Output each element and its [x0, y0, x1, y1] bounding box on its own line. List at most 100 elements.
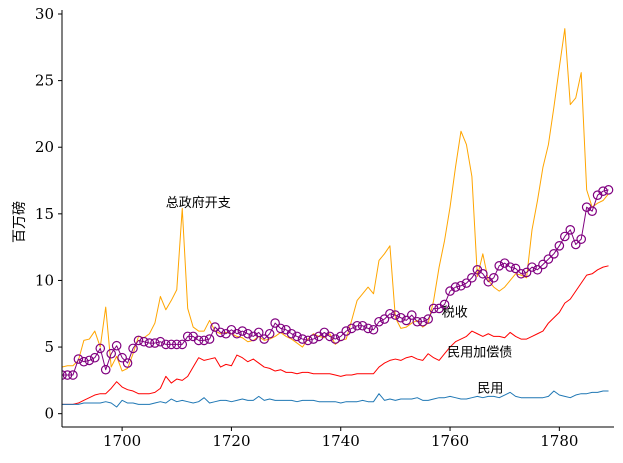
series-1-point: [89, 352, 100, 363]
series-1-point: [543, 254, 554, 264]
series-1-point: [144, 338, 155, 348]
series-1-point: [259, 334, 270, 344]
series-1-point: [406, 310, 417, 320]
series-1-point: [95, 343, 106, 354]
series-1-point: [505, 262, 515, 272]
series-1-point: [598, 186, 608, 196]
series-1-point: [204, 334, 215, 344]
series-1-point: [166, 339, 177, 350]
y-tick-label: 0: [44, 405, 54, 423]
ticks: 1700 1720 1740 1760 1780 0 5 10 15 20 25 30: [35, 5, 579, 450]
y-axis-label: 百万磅: [11, 201, 28, 243]
series-1-point: [297, 334, 308, 344]
series-1-point: [62, 370, 73, 380]
series-1-point: [182, 331, 193, 342]
series-1-point: [139, 336, 149, 347]
series-1-point: [527, 262, 537, 272]
series-1-point: [303, 335, 313, 346]
series-1-point: [450, 282, 461, 292]
series-1-point: [396, 312, 406, 323]
series-1-point: [286, 328, 297, 339]
series-1-point: [516, 268, 526, 279]
series-1-point: [488, 272, 499, 283]
series-1-point: [346, 323, 357, 334]
y-tick-label: 5: [44, 338, 54, 356]
series-1-point: [232, 328, 242, 339]
series-1-point: [439, 299, 450, 310]
series-0-line: [62, 28, 609, 372]
x-tick-label: 1760: [431, 432, 469, 450]
series-1-point: [253, 327, 264, 338]
series-1-point: [352, 320, 362, 331]
y-tick-label: 20: [35, 138, 54, 156]
series-1-point: [128, 343, 138, 354]
series-1-point: [549, 249, 559, 259]
series-1-point: [68, 370, 78, 380]
series-1-point: [100, 364, 111, 375]
series-1-point: [122, 358, 133, 368]
series-1-point: [117, 352, 127, 363]
series-1-point: [171, 339, 182, 350]
series-1-point: [478, 268, 488, 279]
series-1-point: [84, 355, 95, 366]
series-1-point: [603, 185, 614, 195]
series-1-point: [521, 267, 532, 278]
series-1-point: [417, 316, 428, 327]
series-3-line: [62, 390, 609, 408]
series-1-point: [62, 370, 67, 380]
series-1-point: [494, 260, 505, 271]
x-tick-label: 1740: [322, 432, 360, 450]
y-tick-label: 15: [35, 205, 54, 223]
series-1-point: [385, 308, 395, 319]
series-1-point: [363, 323, 373, 334]
series-1-point: [510, 263, 521, 274]
y-tick-label: 30: [35, 5, 54, 23]
plot-lines: [62, 28, 609, 408]
series-1-line: [62, 189, 609, 376]
series-1-point: [423, 314, 433, 324]
x-tick-label: 1720: [212, 432, 250, 450]
series-1-point: [155, 336, 166, 347]
series-1-point: [335, 331, 346, 342]
series-1-point: [150, 338, 160, 348]
series-1-point: [467, 272, 477, 283]
series-1-point: [532, 264, 543, 275]
annotation-label: 税收: [442, 305, 468, 320]
series-1-point: [461, 278, 472, 288]
series-1-point: [374, 316, 384, 327]
series-1-point: [401, 315, 412, 326]
series-1-point: [324, 331, 335, 342]
axes: [61, 10, 614, 428]
series-1-point: [368, 324, 379, 335]
series-1-point: [587, 206, 597, 216]
series-1-point: [565, 225, 576, 235]
x-tick-label: 1700: [103, 432, 141, 450]
series-2-line: [62, 265, 609, 405]
series-1-point: [106, 348, 116, 359]
series-1-point: [428, 303, 439, 314]
plot-markers: [62, 185, 614, 380]
series-1-point: [554, 241, 565, 251]
series-1-point: [193, 335, 204, 346]
series-1-point: [576, 234, 587, 244]
series-1-point: [308, 334, 319, 344]
series-1-point: [177, 339, 188, 350]
series-1-point: [161, 339, 171, 350]
annotation-label: 民用加偿债: [447, 345, 512, 360]
series-1-point: [270, 318, 280, 328]
series-1-point: [79, 356, 89, 367]
series-1-point: [133, 335, 144, 346]
series-1-point: [264, 328, 275, 339]
y-tick-label: 25: [35, 72, 54, 90]
series-1-point: [215, 327, 226, 338]
series-1-point: [390, 310, 401, 320]
series-1-point: [210, 322, 220, 332]
series-1-point: [538, 259, 548, 270]
annotation-label: 总政府开支: [166, 196, 231, 211]
series-1-point: [456, 280, 466, 291]
series-1-point: [73, 354, 84, 364]
series-1-point: [570, 239, 581, 250]
series-1-point: [275, 323, 286, 334]
